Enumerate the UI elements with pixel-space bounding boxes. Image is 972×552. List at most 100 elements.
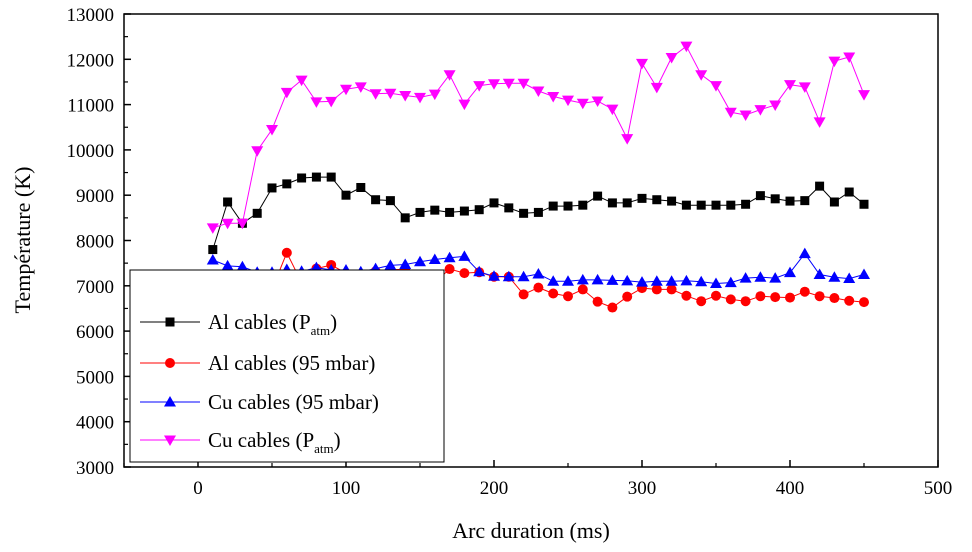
data-point	[415, 207, 425, 217]
data-point	[459, 268, 470, 279]
data-point	[755, 291, 766, 302]
legend-item-1: Al cables (95 mbar)	[140, 351, 375, 375]
data-point	[548, 201, 558, 211]
data-point	[843, 272, 856, 284]
data-point	[414, 92, 426, 104]
data-point	[651, 284, 662, 295]
y-axis-title: Température (K)	[10, 167, 35, 314]
data-point	[665, 52, 678, 64]
data-point	[711, 290, 721, 301]
data-point	[828, 56, 841, 68]
data-point	[548, 288, 559, 299]
data-point	[547, 91, 560, 103]
data-point	[502, 270, 515, 282]
data-point	[695, 70, 708, 81]
legend-marker	[165, 358, 175, 368]
data-point	[591, 273, 604, 285]
data-point	[384, 259, 397, 270]
data-point	[369, 89, 382, 100]
data-point	[473, 81, 486, 92]
data-point	[622, 291, 633, 302]
data-point	[385, 196, 395, 206]
data-point	[637, 193, 647, 203]
data-point	[236, 218, 249, 230]
legend-item-3: Cu cables (Patm)	[140, 428, 341, 456]
data-point	[458, 250, 471, 261]
data-point	[340, 84, 352, 96]
data-point	[562, 95, 574, 107]
data-point	[444, 264, 455, 275]
data-point	[800, 196, 810, 206]
data-point	[251, 146, 264, 157]
data-point	[652, 195, 662, 205]
data-point	[813, 117, 826, 128]
data-point	[667, 196, 677, 206]
y-tick-label: 13000	[67, 5, 115, 26]
data-point	[680, 41, 693, 53]
data-point	[754, 271, 767, 282]
legend-label: Al cables (95 mbar)	[208, 351, 375, 375]
data-point	[280, 87, 293, 99]
data-point	[371, 195, 381, 205]
data-point	[859, 297, 869, 308]
data-point	[681, 290, 692, 301]
data-point	[591, 96, 604, 107]
data-point	[266, 125, 278, 136]
data-point	[636, 276, 648, 287]
x-tick-label: 500	[924, 478, 953, 499]
data-point	[563, 291, 573, 302]
data-point	[517, 270, 530, 282]
data-point	[221, 259, 234, 271]
data-point	[576, 98, 589, 110]
legend-marker	[164, 396, 176, 407]
x-tick-label: 200	[480, 478, 509, 499]
data-point	[724, 276, 737, 288]
legend: Al cables (Patm) Al cables (95 mbar) Cu ca…	[129, 269, 445, 463]
data-point	[739, 272, 752, 283]
data-point	[858, 268, 870, 279]
data-point	[622, 198, 632, 208]
data-point	[518, 289, 529, 300]
data-point	[606, 274, 619, 285]
data-point	[740, 296, 751, 307]
x-tick-label: 100	[332, 478, 361, 499]
data-point	[592, 296, 603, 307]
data-point	[206, 223, 219, 234]
data-point	[636, 58, 648, 70]
data-point	[844, 187, 854, 197]
series-3	[206, 41, 870, 234]
data-point	[726, 200, 736, 210]
data-point	[798, 247, 811, 259]
data-point	[710, 277, 722, 289]
data-point	[739, 110, 752, 122]
data-point	[354, 82, 367, 93]
data-point	[576, 273, 589, 285]
data-point	[621, 274, 634, 286]
data-point	[785, 292, 795, 303]
data-point	[696, 296, 707, 307]
x-tick-label: 400	[776, 478, 805, 499]
data-point	[829, 197, 839, 207]
y-tick-label: 8000	[76, 232, 114, 253]
y-tick-label: 10000	[67, 141, 115, 162]
y-tick-label: 12000	[67, 50, 115, 71]
data-point	[844, 295, 855, 306]
data-point	[310, 97, 323, 108]
legend-item-2: Cu cables (95 mbar)	[140, 390, 379, 414]
data-point	[754, 105, 767, 116]
data-point	[473, 265, 486, 277]
data-point	[533, 282, 544, 293]
data-point	[724, 107, 737, 119]
data-point	[814, 291, 825, 302]
data-point	[606, 104, 619, 116]
data-point	[578, 200, 588, 210]
legend-marker	[164, 435, 176, 446]
data-point	[399, 258, 412, 270]
y-tick-label: 4000	[76, 413, 114, 434]
data-point	[621, 134, 634, 145]
data-point	[650, 82, 663, 94]
data-point	[607, 198, 617, 208]
x-tick-label: 300	[628, 478, 657, 499]
y-tick-label: 6000	[76, 322, 114, 343]
data-point	[650, 275, 663, 286]
